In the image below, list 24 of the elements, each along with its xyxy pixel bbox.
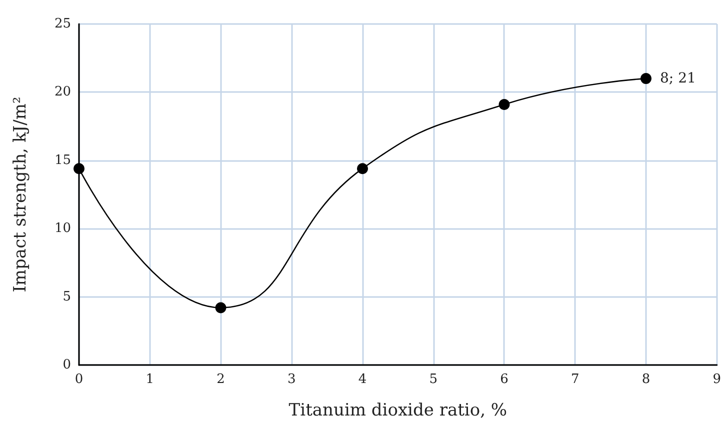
x-axis-title: Titanuim dioxide ratio, % [288, 400, 508, 420]
y-tick-label: 0 [62, 358, 71, 372]
annotation: 8; 21 [660, 70, 696, 87]
y-tick-label: 10 [54, 221, 71, 236]
x-tick-label: 5 [429, 372, 438, 387]
x-tick-label: 7 [570, 372, 580, 387]
x-tick-label: 2 [216, 372, 225, 387]
y-tick-label: 20 [54, 84, 71, 100]
x-tick-label: 1 [146, 372, 154, 387]
point [74, 163, 84, 174]
point [498, 98, 510, 110]
x-tick-label: 4 [358, 372, 367, 387]
x-tick-label: 9 [712, 372, 722, 387]
x-tick-label: 0 [74, 372, 84, 387]
point [357, 163, 368, 174]
x-tick-label: 3 [287, 372, 296, 387]
y-tick-label: 15 [54, 152, 71, 168]
y-axis-title: Impact strength, kJ/m² [10, 96, 30, 292]
x-tick-label: 6 [500, 372, 508, 387]
point [640, 73, 652, 84]
y-tick-label: 5 [62, 289, 71, 304]
x-tick-label: 8 [642, 372, 650, 387]
point [215, 302, 226, 314]
y-tick-label: 25 [54, 16, 71, 32]
